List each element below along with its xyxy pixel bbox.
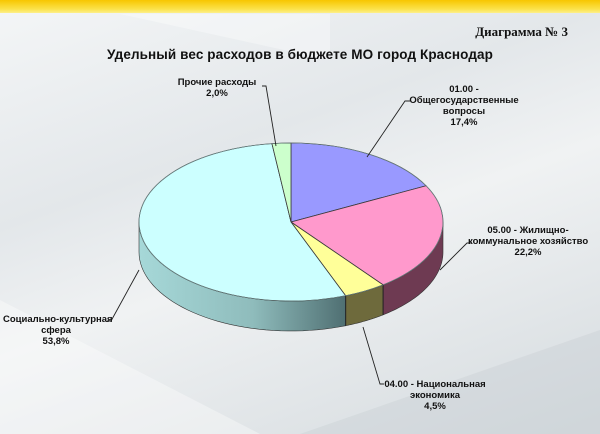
- label-housing-value: 22,2%: [514, 247, 542, 258]
- label-general-code: 01.00 -: [449, 84, 479, 95]
- label-social-name2: сфера: [41, 325, 71, 336]
- leader-line-social: [107, 269, 140, 322]
- label-general: 01.00 - Общегосударственные вопросы 17,4…: [404, 84, 524, 128]
- leader-line-economy: [362, 326, 384, 385]
- top-yellow-bar: [0, 0, 600, 13]
- label-general-name2: вопросы: [442, 106, 486, 117]
- pie-3d: [138, 142, 444, 332]
- label-economy-value: 4,5%: [424, 401, 446, 412]
- label-social-value: 53,8%: [42, 336, 70, 347]
- label-social: Социально-культурная сфера 53,8%: [3, 314, 113, 347]
- label-other: Прочие расходы 2,0%: [172, 77, 262, 99]
- label-other-value: 2,0%: [206, 88, 228, 99]
- label-economy-code: 04.00 - Национальная: [384, 379, 486, 390]
- leader-line-other: [262, 85, 277, 147]
- pie-rim: [138, 142, 444, 302]
- label-economy-name: экономика: [409, 390, 460, 401]
- label-social-name: Социально-культурная: [3, 314, 113, 325]
- leader-line-housing: [439, 242, 472, 271]
- label-general-name: Общегосударственные: [409, 95, 519, 106]
- label-economy: 04.00 - Национальная экономика 4,5%: [380, 379, 490, 412]
- label-housing-name: коммунальное хозяйство: [468, 236, 589, 247]
- leader-line-general: [366, 100, 410, 158]
- label-general-value: 17,4%: [450, 117, 478, 128]
- chart-title: Удельный вес расходов в бюджете МО город…: [107, 47, 493, 62]
- diagram-number: Диаграмма № 3: [475, 24, 568, 39]
- label-housing-code: 05.00 - Жилищно-: [487, 225, 569, 236]
- label-other-name: Прочие расходы: [177, 77, 257, 88]
- label-housing: 05.00 - Жилищно- коммунальное хозяйство …: [468, 225, 588, 258]
